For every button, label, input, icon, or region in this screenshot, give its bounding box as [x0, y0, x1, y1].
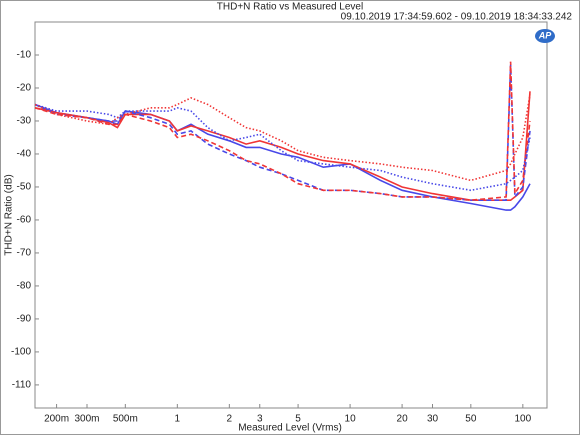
- logo-badge: [535, 29, 555, 43]
- y-tick-label: -10: [17, 50, 32, 61]
- y-tick-label: -90: [17, 314, 32, 325]
- x-tick-label: 300m: [74, 414, 99, 425]
- series-line: [34, 91, 531, 201]
- x-tick-label: 5: [295, 414, 301, 425]
- chart-title: THD+N Ratio vs Measured Level: [217, 2, 363, 13]
- x-tick-label: 10: [345, 414, 357, 425]
- y-tick-label: -80: [17, 281, 32, 292]
- y-tick-label: -20: [17, 83, 32, 94]
- x-tick-label: 1: [175, 414, 181, 425]
- y-tick-label: -30: [17, 116, 32, 127]
- x-tick-label: 50: [465, 414, 477, 425]
- x-tick-label: 200m: [44, 414, 69, 425]
- x-tick-label: 2: [227, 414, 233, 425]
- x-tick-label: 100: [514, 414, 531, 425]
- logo: AP: [538, 30, 552, 40]
- x-tick-label: 30: [427, 414, 439, 425]
- series-line: [34, 61, 531, 202]
- series-line: [34, 64, 531, 201]
- chart-subtitle: 09.10.2019 17:34:59.602 - 09.10.2019 18:…: [341, 12, 573, 23]
- plot-area: [34, 21, 548, 409]
- y-tick-label: -70: [17, 248, 32, 259]
- y-tick-label: -110: [12, 380, 32, 391]
- series-line: [34, 94, 531, 182]
- x-tick-label: 20: [397, 414, 409, 425]
- y-tick-label: -100: [11, 347, 31, 358]
- y-tick-label: -40: [17, 149, 32, 160]
- x-axis-label: Measured Level (Vrms): [238, 423, 342, 434]
- y-tick-label: -50: [17, 182, 32, 193]
- y-axis-label: THD+N Ratio (dB): [4, 174, 15, 255]
- series-line: [34, 103, 531, 192]
- y-tick-label: -60: [17, 215, 32, 226]
- x-tick-label: 3: [257, 414, 263, 425]
- x-tick-label: 500m: [113, 414, 138, 425]
